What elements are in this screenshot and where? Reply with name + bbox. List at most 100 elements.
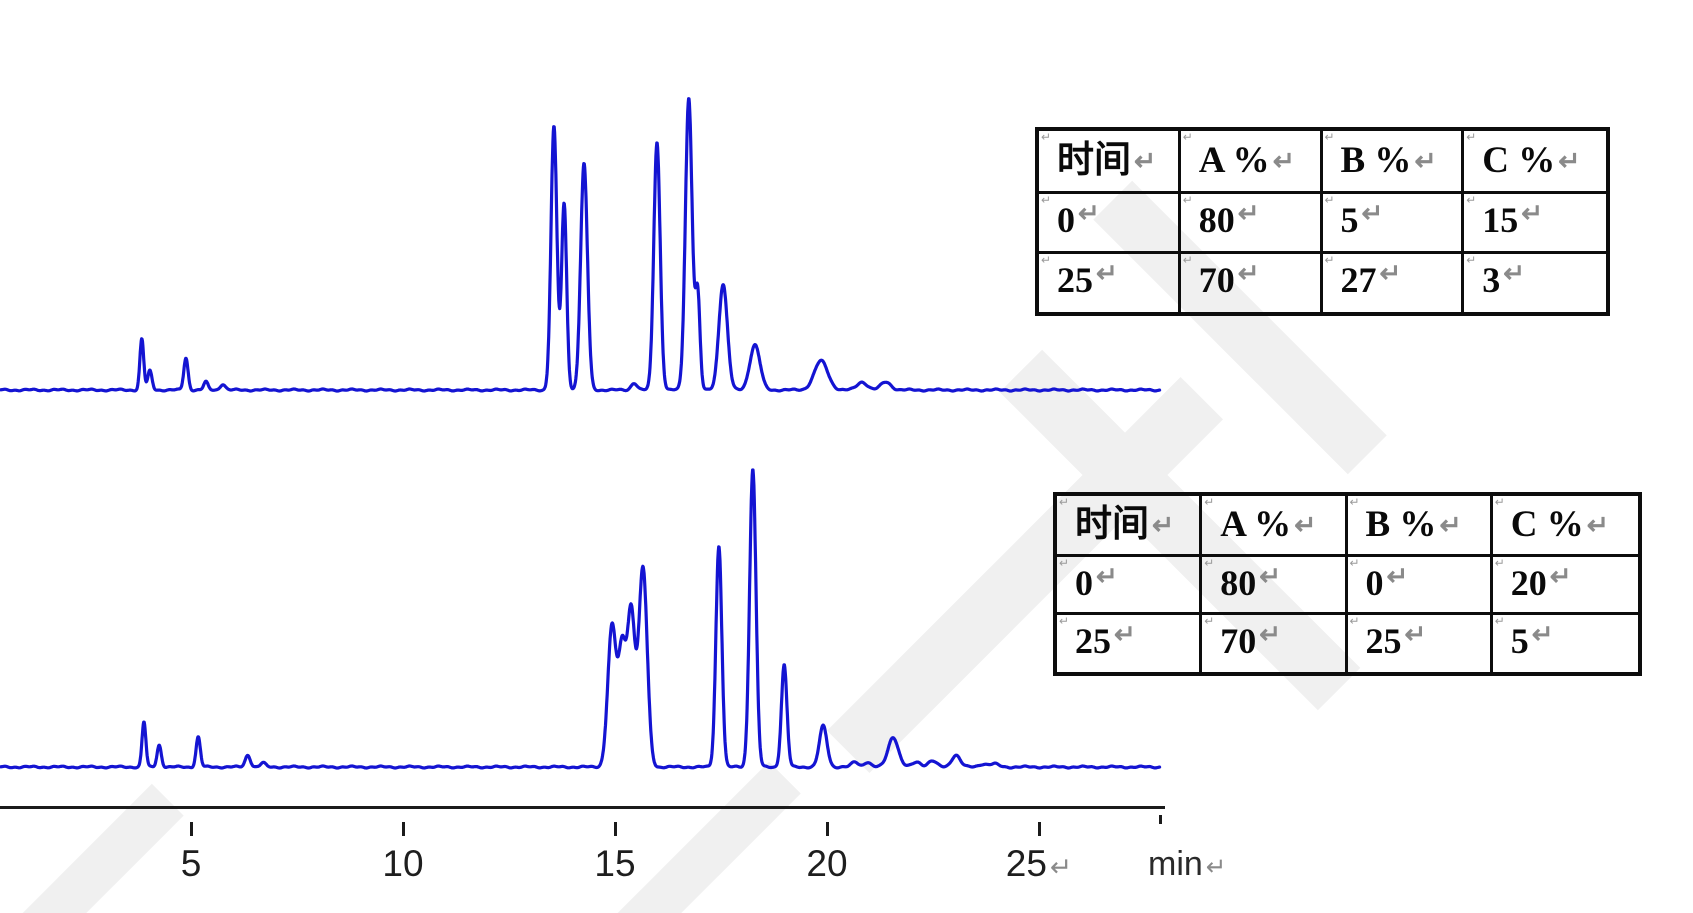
x-axis-tick-label: 10 xyxy=(343,843,463,885)
gradient-header-text: A % xyxy=(1198,139,1270,181)
gradient-header-cell: ↵ 时间 ↵ xyxy=(1057,496,1203,558)
x-axis-tick xyxy=(1038,822,1041,836)
return-mark-icon: ↵ xyxy=(1272,145,1295,176)
gradient-header-text: C % xyxy=(1510,503,1584,545)
x-axis-end-tick xyxy=(1159,815,1162,824)
return-mark-icon: ↵ xyxy=(1237,259,1260,288)
gradient-header-cell: ↵ C % ↵ xyxy=(1492,495,1638,558)
return-mark-icon: ↵ xyxy=(1096,259,1118,288)
gradient-data-cell: ↵ 3 ↵ xyxy=(1464,254,1606,312)
cell-mark-icon: ↵ xyxy=(1349,556,1360,571)
x-axis-line xyxy=(0,806,1165,809)
gradient-data-cell: ↵ 5 ↵ xyxy=(1493,615,1638,672)
gradient-value-text: 70 xyxy=(1220,621,1257,662)
gradient-header-text: C % xyxy=(1482,139,1556,181)
chromatogram-bottom-trace xyxy=(0,468,1162,770)
gradient-value-text: 3 xyxy=(1482,259,1501,300)
return-mark-icon: ↵ xyxy=(1237,200,1260,229)
cell-mark-icon: ↵ xyxy=(1494,556,1505,571)
return-mark-icon: ↵ xyxy=(1096,563,1118,592)
x-axis-unit-text: min xyxy=(1148,845,1203,883)
gradient-value-text: 5 xyxy=(1510,621,1529,662)
gradient-header-text: A % xyxy=(1220,503,1292,545)
cell-mark-icon: ↵ xyxy=(1494,614,1505,629)
gradient-data-cell: ↵ 25 ↵ xyxy=(1039,253,1181,312)
gradient-data-cell: ↵ 70 ↵ xyxy=(1181,252,1323,312)
gradient-value-text: 15 xyxy=(1482,200,1519,241)
gradient-header-cell: ↵ 时间 ↵ xyxy=(1039,130,1181,195)
gradient-data-cell: ↵ 70 ↵ xyxy=(1202,614,1348,672)
return-mark-icon: ↵ xyxy=(1503,259,1525,288)
return-mark-icon: ↵ xyxy=(1531,621,1554,650)
gradient-data-cell: ↵ 20 ↵ xyxy=(1492,556,1638,616)
gradient-data-cell: ↵ 80 ↵ xyxy=(1180,193,1323,254)
gradient-data-cell: ↵ 0 ↵ xyxy=(1039,194,1181,254)
gradient-value-text: 20 xyxy=(1510,563,1547,604)
gradient-header-cell: ↵ A % ↵ xyxy=(1180,130,1323,195)
gradient-data-cell: ↵ 15 ↵ xyxy=(1464,194,1606,254)
cell-mark-icon: ↵ xyxy=(1466,130,1477,144)
cell-mark-icon: ↵ xyxy=(1204,495,1215,509)
gradient-header-cell: ↵ C % ↵ xyxy=(1464,130,1606,195)
cell-mark-icon: ↵ xyxy=(1059,556,1070,571)
gradient-value-text: 25 xyxy=(1075,621,1111,662)
return-mark-icon: ↵ xyxy=(1386,563,1409,592)
return-mark-icon: ↵ xyxy=(1152,509,1175,540)
gradient-data-cell: ↵ 0 ↵ xyxy=(1347,556,1493,616)
return-mark-icon: ↵ xyxy=(1439,509,1462,540)
x-axis-unit-label: min ↵ xyxy=(1148,845,1226,884)
gradient-data-cell: ↵ 80 ↵ xyxy=(1202,556,1348,616)
cell-mark-icon: ↵ xyxy=(1349,495,1360,509)
gradient-value-text: 0 xyxy=(1365,563,1384,604)
cell-mark-icon: ↵ xyxy=(1041,130,1052,144)
return-mark-icon: ↵ xyxy=(1049,852,1073,882)
cell-mark-icon: ↵ xyxy=(1041,193,1052,208)
x-axis-tick-label: 25 ↵ xyxy=(979,843,1099,885)
cell-mark-icon: ↵ xyxy=(1349,614,1360,629)
return-mark-icon: ↵ xyxy=(1558,145,1581,176)
return-mark-icon: ↵ xyxy=(1114,621,1136,650)
gradient-program-1: ↵ 时间 ↵ ↵ A % ↵ ↵ B % ↵ ↵ C % ↵ ↵ 0 ↵ ↵ 80 ↵ ↵ 5 ↵ ↵ 15 ↵ ↵ 25 ↵ ↵ 70… xyxy=(1035,127,1610,316)
return-mark-icon: ↵ xyxy=(1414,145,1437,176)
gradient-value-text: 25 xyxy=(1365,621,1402,662)
x-axis-tick-text: 15 xyxy=(594,843,636,884)
gradient-data-cell: ↵ 5 ↵ xyxy=(1322,193,1465,254)
gradient-value-text: 27 xyxy=(1340,259,1377,300)
return-mark-icon: ↵ xyxy=(1361,200,1384,229)
return-mark-icon: ↵ xyxy=(1586,509,1610,540)
cell-mark-icon: ↵ xyxy=(1204,614,1215,629)
x-axis-tick-label: 20 xyxy=(767,843,887,885)
x-axis-tick xyxy=(402,822,405,836)
gradient-data-cell: ↵ 25 ↵ xyxy=(1057,615,1203,672)
x-axis-tick-text: 10 xyxy=(382,843,424,884)
cell-mark-icon: ↵ xyxy=(1204,556,1215,571)
cell-mark-icon: ↵ xyxy=(1324,252,1335,267)
return-mark-icon: ↵ xyxy=(1078,200,1100,229)
x-axis-tick xyxy=(190,822,193,836)
chromatogram-top-trace xyxy=(0,97,1162,393)
cell-mark-icon: ↵ xyxy=(1494,495,1505,509)
x-axis-tick-text: 5 xyxy=(180,843,202,884)
cell-mark-icon: ↵ xyxy=(1324,193,1335,208)
cell-mark-icon: ↵ xyxy=(1182,193,1193,208)
gradient-data-cell: ↵ 27 ↵ xyxy=(1323,252,1465,312)
gradient-header-cell: ↵ B % ↵ xyxy=(1322,131,1465,195)
gradient-data-cell: ↵ 0 ↵ xyxy=(1057,556,1203,616)
return-mark-icon: ↵ xyxy=(1404,621,1427,650)
cell-mark-icon: ↵ xyxy=(1182,252,1193,267)
cell-mark-icon: ↵ xyxy=(1182,130,1193,144)
return-mark-icon: ↵ xyxy=(1379,259,1402,288)
cell-mark-icon: ↵ xyxy=(1466,193,1477,208)
x-axis-tick-text: 20 xyxy=(806,843,848,884)
gradient-value-text: 80 xyxy=(1220,563,1257,604)
x-axis-tick xyxy=(614,822,617,836)
gradient-value-text: 70 xyxy=(1198,259,1235,300)
gradient-value-text: 80 xyxy=(1198,200,1235,241)
gradient-value-text: 25 xyxy=(1057,259,1093,300)
gradient-header-cell: ↵ B % ↵ xyxy=(1347,495,1493,558)
return-mark-icon: ↵ xyxy=(1549,563,1572,592)
return-mark-icon: ↵ xyxy=(1259,563,1281,592)
gradient-program-2: ↵ 时间 ↵ ↵ A % ↵ ↵ B % ↵ ↵ C % ↵ ↵ 0 ↵ ↵ 80 ↵ ↵ 0 ↵ ↵ 20 ↵ ↵ 25 ↵ ↵ 70… xyxy=(1053,492,1642,676)
